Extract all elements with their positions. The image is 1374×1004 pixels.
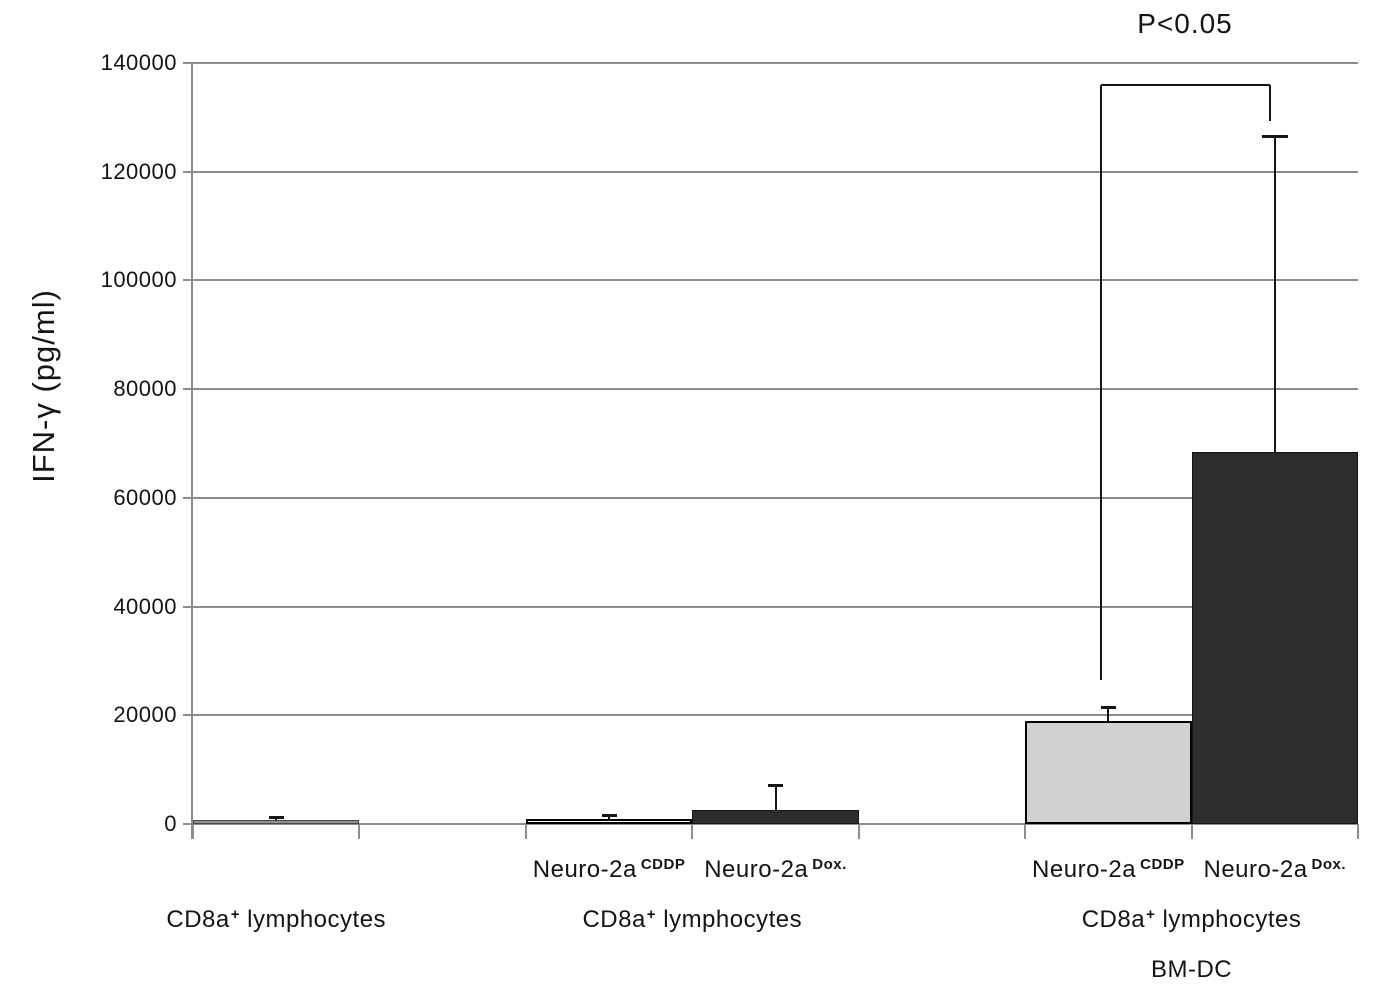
x-axis-tick-5 [1024, 824, 1027, 839]
bar-label-neuro-2a-cddp-cd8a-lymphocytes-bm-dc: Neuro-2a CDDP [1032, 856, 1185, 884]
y-tick-label-140000: 140000 [100, 50, 177, 75]
gridline-120000 [193, 170, 1358, 173]
group-label-0: CD8a+ lymphocytes [166, 906, 386, 934]
gridline-140000 [193, 62, 1358, 64]
bar-label-neuro-2a-dox-cd8a-lymphocytes: Neuro-2a Dox. [704, 856, 847, 884]
y-tick-label-0: 0 [164, 811, 177, 836]
y-axis-line [191, 63, 193, 839]
gridline-40000 [193, 605, 1358, 608]
error-bar-cap-neuro-2a-dox-cd8a-lymphocytes-bm-dc [1261, 135, 1288, 139]
y-tick-label-20000: 20000 [113, 702, 177, 728]
error-bar-line-neuro-2a-cddp-cd8a-lymphocytes-bm-dc [1107, 707, 1110, 721]
gridline-20000 [193, 714, 1358, 717]
y-axis-tick-60000 [183, 496, 193, 499]
bar-cd8a-lymphocytes-alone [193, 819, 360, 824]
bar-neuro-2a-cddp-cd8a-lymphocytes [525, 818, 693, 824]
significance-bracket-right [1268, 85, 1271, 121]
significance-bracket-top [1101, 84, 1270, 86]
error-bar-cap-neuro-2a-cddp-cd8a-lymphocytes-bm-dc [1100, 706, 1116, 710]
y-axis-tick-140000 [183, 62, 193, 64]
bar-label-neuro-2a-dox-cd8a-lymphocytes-text: Neuro-2a [704, 856, 809, 883]
y-axis-tick-100000 [183, 279, 193, 282]
bar-label-neuro-2a-cddp-cd8a-lymphocytes: Neuro-2a CDDP [533, 856, 686, 884]
bar-label-neuro-2a-dox-cd8a-lymphocytes-bm-dc: Neuro-2a Dox. [1203, 856, 1346, 884]
x-axis-tick-2 [524, 824, 527, 839]
bar-label-neuro-2a-cddp-cd8a-lymphocytes-bm-dc-text: Neuro-2a [1032, 856, 1137, 883]
group-label-0-text-2: lymphocytes [239, 906, 387, 933]
error-bar-cap-neuro-2a-cddp-cd8a-lymphocytes [601, 813, 617, 817]
group-sublabel-2: BM-DC [1150, 956, 1233, 983]
group-label-2-text: CD8a [1081, 906, 1146, 933]
bar-neuro-2a-dox-cd8a-lymphocytes-bm-dc [1191, 451, 1358, 824]
bar-label-neuro-2a-cddp-cd8a-lymphocytes-superscript: CDDP [640, 856, 686, 873]
y-axis-tick-120000 [183, 170, 193, 173]
bar-label-neuro-2a-cddp-cd8a-lymphocytes-text: Neuro-2a [532, 856, 637, 883]
y-tick-label-40000: 40000 [113, 593, 177, 619]
x-axis-line [193, 823, 1358, 825]
gridline-80000 [193, 388, 1358, 391]
y-axis-tick-80000 [183, 388, 193, 391]
gridline-60000 [193, 496, 1358, 499]
y-axis-tick-0 [183, 823, 193, 825]
significance-label: P<0.05 [1137, 8, 1233, 39]
gridline-100000 [193, 279, 1358, 282]
y-tick-label-80000: 80000 [113, 376, 177, 402]
group-label-1-text: CD8a [582, 906, 646, 933]
group-label-1: CD8a+ lymphocytes [582, 906, 802, 934]
x-axis-tick-7 [1357, 824, 1359, 839]
y-tick-label-100000: 100000 [100, 267, 177, 293]
group-label-2-superscript: + [1146, 906, 1156, 923]
x-axis-tick-4 [857, 824, 860, 839]
bar-label-neuro-2a-dox-cd8a-lymphocytes-bm-dc-superscript: Dox. [1311, 856, 1347, 873]
x-axis-tick-1 [358, 824, 361, 839]
error-bar-line-neuro-2a-dox-cd8a-lymphocytes [774, 784, 777, 810]
y-axis-tick-20000 [183, 714, 193, 717]
group-label-2: CD8a+ lymphocytes [1082, 906, 1302, 934]
bar-label-neuro-2a-dox-cd8a-lymphocytes-superscript: Dox. [812, 856, 847, 873]
x-axis-tick-6 [1190, 824, 1193, 839]
group-label-1-text-2: lymphocytes [656, 906, 803, 933]
x-axis-tick-0 [192, 824, 194, 839]
y-tick-label-120000: 120000 [100, 158, 177, 184]
error-bar-line-neuro-2a-dox-cd8a-lymphocytes-bm-dc [1273, 136, 1276, 452]
error-bar-cap-cd8a-lymphocytes-alone [268, 815, 284, 819]
group-label-2-text-2: lymphocytes [1155, 906, 1302, 933]
group-label-1-superscript: + [646, 906, 657, 923]
x-axis-tick-3 [691, 824, 694, 839]
group-label-0-text: CD8a [166, 906, 230, 933]
significance-bracket-left [1100, 85, 1103, 680]
bar-neuro-2a-dox-cd8a-lymphocytes [692, 809, 859, 824]
y-tick-label-60000: 60000 [113, 484, 177, 510]
error-bar-cap-neuro-2a-dox-cd8a-lymphocytes [768, 783, 783, 787]
group-label-0-superscript: + [230, 906, 240, 923]
bar-neuro-2a-cddp-cd8a-lymphocytes-bm-dc [1025, 720, 1192, 824]
bar-label-neuro-2a-dox-cd8a-lymphocytes-bm-dc-text: Neuro-2a [1203, 856, 1308, 883]
bar-label-neuro-2a-cddp-cd8a-lymphocytes-bm-dc-superscript: CDDP [1140, 856, 1185, 873]
y-axis-tick-40000 [183, 605, 193, 608]
